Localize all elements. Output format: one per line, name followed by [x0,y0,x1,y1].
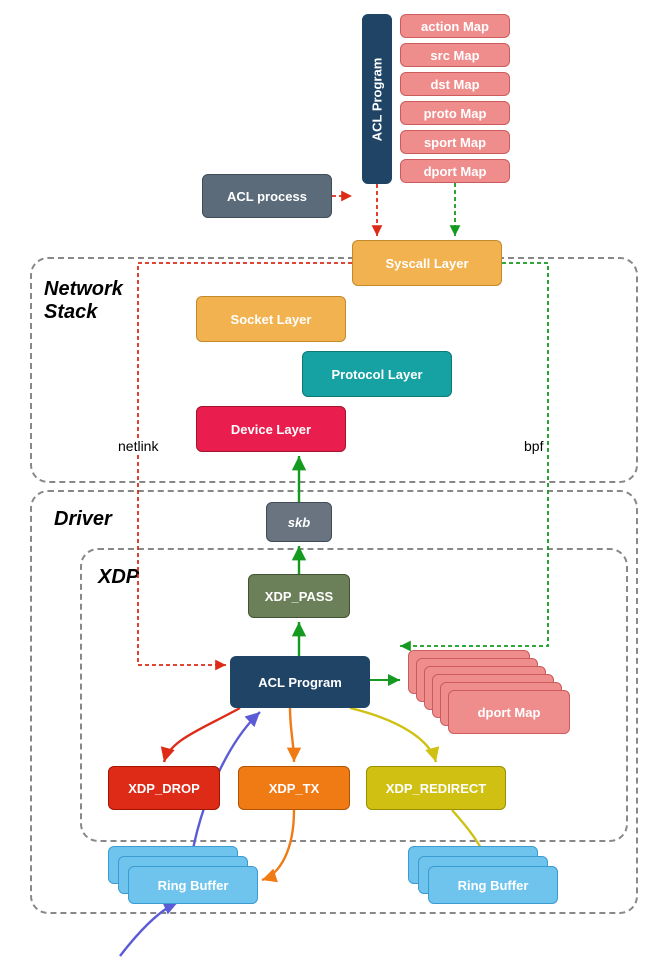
node-xdp_pass: XDP_PASS [248,574,350,618]
node-socket: Socket Layer [196,296,346,342]
node-label-acl_prog_mid: ACL Program [258,675,342,690]
node-protocol: Protocol Layer [302,351,452,397]
edge-label-netlink: netlink [118,438,158,454]
edge-label-bpf: bpf [524,438,543,454]
node-device: Device Layer [196,406,346,452]
node-label-map_proto: proto Map [424,106,487,121]
node-map_action: action Map [400,14,510,38]
node-ring_left: Ring Buffer [128,866,258,904]
node-label-map_dport: dport Map [424,164,487,179]
node-map_proto: proto Map [400,101,510,125]
node-label-xdp_redirect: XDP_REDIRECT [386,781,486,796]
node-xdp_redirect: XDP_REDIRECT [366,766,506,810]
node-map_dst: dst Map [400,72,510,96]
node-label-map_action: action Map [421,19,489,34]
node-xdp_tx: XDP_TX [238,766,350,810]
node-label-ring_right: Ring Buffer [458,878,529,893]
node-map_sport: sport Map [400,130,510,154]
node-acl_process: ACL process [202,174,332,218]
node-label-protocol: Protocol Layer [331,367,422,382]
node-label-acl_program_top: ACL Program [370,57,385,141]
node-skb: skb [266,502,332,542]
node-syscall: Syscall Layer [352,240,502,286]
node-dport_map_stack: dport Map [448,690,570,734]
node-label-acl_process: ACL process [227,189,307,204]
node-label-map_src: src Map [430,48,479,63]
node-label-xdp_tx: XDP_TX [269,781,320,796]
node-label-ring_left: Ring Buffer [158,878,229,893]
node-label-map_sport: sport Map [424,135,486,150]
node-label-dport_map_stack: dport Map [478,705,541,720]
node-map_dport: dport Map [400,159,510,183]
region-label-network_stack: Network Stack [44,278,123,324]
node-label-skb: skb [288,515,310,530]
node-label-socket: Socket Layer [231,312,312,327]
node-xdp_drop: XDP_DROP [108,766,220,810]
node-map_src: src Map [400,43,510,67]
node-label-xdp_pass: XDP_PASS [265,589,333,604]
node-label-syscall: Syscall Layer [385,256,468,271]
region-label-xdp: XDP [98,566,139,589]
node-label-map_dst: dst Map [430,77,479,92]
region-label-driver: Driver [54,508,112,531]
node-acl_program_top: ACL Program [362,14,392,184]
node-label-xdp_drop: XDP_DROP [128,781,200,796]
node-acl_prog_mid: ACL Program [230,656,370,708]
node-ring_right: Ring Buffer [428,866,558,904]
node-label-device: Device Layer [231,422,311,437]
